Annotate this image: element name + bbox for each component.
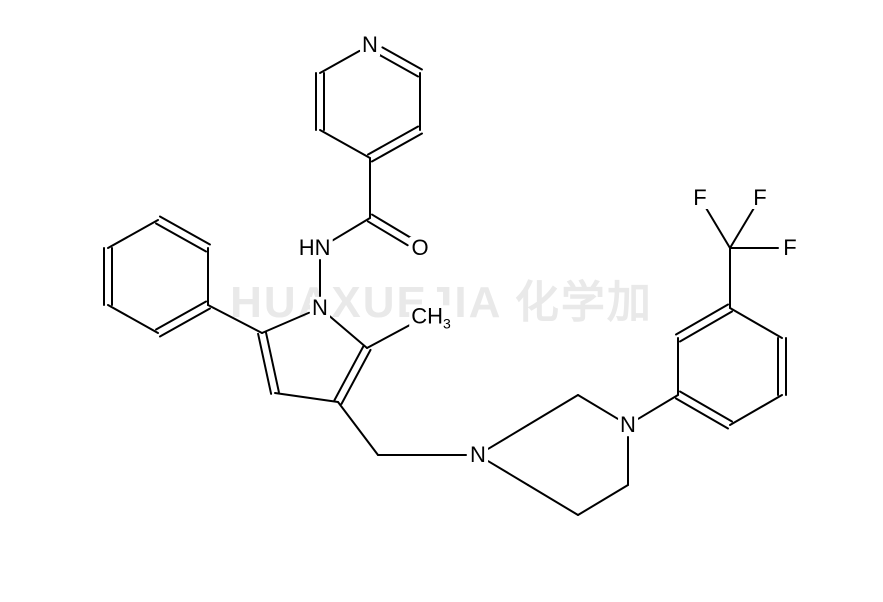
atom-label: CH3 [409,305,453,330]
atom-label: O [409,237,430,259]
atom-label: F [691,187,708,209]
atom-labels-layer: N O HN N CH3 N N F F F [0,0,883,602]
atom-label: N [468,444,488,466]
atom-label: HN [297,237,333,259]
molecule-diagram: { "type": "chemical-structure", "waterma… [0,0,883,602]
atom-label: F [781,237,798,259]
atom-label: F [751,187,768,209]
atom-label: N [310,297,330,319]
atom-label: N [618,414,638,436]
atom-label: N [360,34,380,56]
